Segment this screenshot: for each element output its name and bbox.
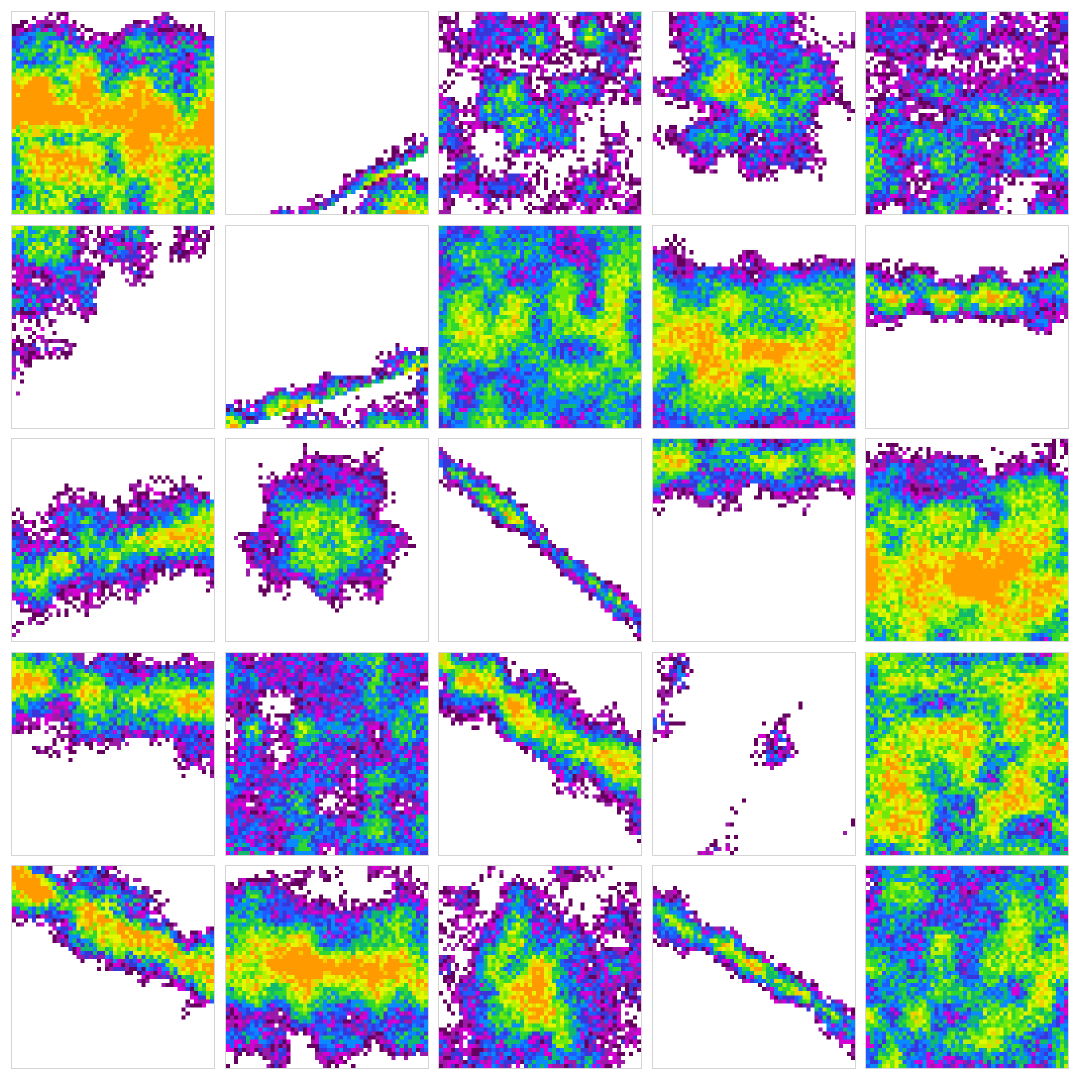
heatmap-tile-r4c4	[651, 651, 856, 856]
heatmap-tile-r5c5	[865, 865, 1069, 1069]
heatmap-tile-r5c3	[438, 865, 642, 1069]
heatmap-tile-r1c2	[224, 11, 429, 215]
heatmap-canvas	[439, 225, 641, 428]
heatmap-canvas	[12, 12, 214, 214]
heatmap-tile-r3c4	[651, 438, 856, 642]
heatmap-tile-r2c5	[865, 224, 1069, 429]
heatmap-tile-r1c4	[651, 11, 856, 215]
heatmap-canvas	[12, 225, 214, 428]
heatmap-tile-r5c2	[224, 865, 429, 1069]
heatmap-tile-r4c5	[865, 651, 1069, 856]
heatmap-tile-r2c3	[438, 224, 642, 429]
heatmap-tile-r1c5	[865, 11, 1069, 215]
heatmap-canvas	[439, 12, 641, 214]
heatmap-canvas	[652, 866, 855, 1068]
heatmap-canvas	[652, 225, 855, 428]
heatmap-canvas	[652, 12, 855, 214]
heatmap-tile-r4c3	[438, 651, 642, 856]
heatmap-tile-r5c1	[11, 865, 215, 1069]
heatmap-canvas	[439, 866, 641, 1068]
heatmap-canvas	[439, 652, 641, 855]
heatmap-tile-r3c3	[438, 438, 642, 642]
heatmap-tile-r2c4	[651, 224, 856, 429]
heatmap-canvas	[652, 439, 855, 641]
heatmap-tile-r4c2	[224, 651, 429, 856]
heatmap-tile-r1c1	[11, 11, 215, 215]
heatmap-tile-r2c2	[224, 224, 429, 429]
heatmap-tile-r3c2	[224, 438, 429, 642]
heatmap-canvas	[866, 439, 1068, 641]
heatmap-canvas	[225, 12, 428, 214]
heatmap-canvas	[12, 652, 214, 855]
heatmap-canvas	[12, 439, 214, 641]
heatmap-canvas	[866, 12, 1068, 214]
heatmap-canvas	[225, 225, 428, 428]
heatmap-canvas	[12, 866, 214, 1068]
heatmap-canvas	[225, 652, 428, 855]
heatmap-tile-r5c4	[651, 865, 856, 1069]
heatmap-canvas	[866, 866, 1068, 1068]
heatmap-canvas	[225, 866, 428, 1068]
heatmap-tile-r4c1	[11, 651, 215, 856]
heatmap-tile-r2c1	[11, 224, 215, 429]
heatmap-canvas	[225, 439, 428, 641]
heatmap-tile-r1c3	[438, 11, 642, 215]
heatmap-canvas	[439, 439, 641, 641]
heatmap-tile-r3c1	[11, 438, 215, 642]
heatmap-tile-r3c5	[865, 438, 1069, 642]
heatmap-canvas	[866, 225, 1068, 428]
heatmap-canvas	[866, 652, 1068, 855]
heatmap-canvas	[652, 652, 855, 855]
